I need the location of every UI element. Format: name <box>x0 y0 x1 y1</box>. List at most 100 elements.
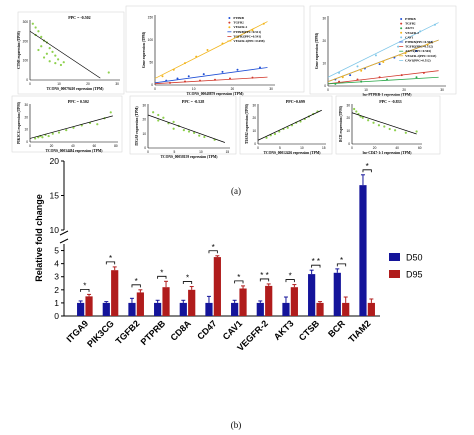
data-point <box>37 48 40 52</box>
data-point <box>182 129 185 132</box>
data-point <box>157 119 160 122</box>
category-label: TIAM2 <box>346 318 372 344</box>
regression-line <box>351 112 417 135</box>
legend-label: D95 <box>406 270 423 280</box>
y-tick-label: 20 <box>346 116 350 120</box>
significance-bracket <box>182 281 193 285</box>
figure-label-b: (b) <box>231 420 242 430</box>
data-point <box>372 121 375 124</box>
y-axis-label: Gene expression (TPM) <box>142 31 146 68</box>
y-tick-label: 20 <box>142 118 146 122</box>
series-fit-line <box>327 70 439 85</box>
series-point <box>349 74 352 77</box>
data-point <box>54 62 57 65</box>
legend-entry: TGFB2(PPC=0.541) <box>233 34 261 38</box>
bar-d95 <box>213 257 221 316</box>
data-point <box>361 116 364 119</box>
legend-swatch-d95 <box>389 270 400 278</box>
x-tick-label: 0 <box>29 82 31 86</box>
legend-entry: CAV1 <box>405 35 413 39</box>
data-point <box>187 130 191 133</box>
y-axis-label: BCR expression (TPM) <box>339 105 343 142</box>
x-tick-label: 80 <box>114 144 118 148</box>
legend-marker <box>400 22 403 25</box>
data-point <box>54 54 57 57</box>
series-point <box>161 75 164 78</box>
significance-bracket <box>259 278 270 282</box>
axis-break-mark <box>59 230 69 236</box>
x-tick-label: 0 <box>327 88 329 92</box>
y-tick-label: 10 <box>346 129 350 133</box>
series-point <box>259 66 261 69</box>
scatter-panel-a4: 0 20 40 60 80 0 10 20 30 TCONS_00034484 expressio… <box>11 95 123 153</box>
series-point <box>374 54 377 57</box>
x-axis-label: TCONS_00048879 expression (TPM) <box>187 92 245 96</box>
bar-d95 <box>162 287 170 316</box>
data-point <box>172 127 175 130</box>
y-tick-label: 20 <box>252 116 256 120</box>
bar-d50 <box>77 302 85 316</box>
y-tick-label: 10 <box>322 61 326 65</box>
legend-entry: PTPRB(PPC=0.511) <box>233 30 261 34</box>
x-tick-label: 20 <box>50 144 54 148</box>
category-label: TGFB2 <box>114 318 142 346</box>
data-point <box>37 136 40 139</box>
category-label: CD8A <box>169 318 194 343</box>
series-point <box>236 68 239 71</box>
data-point <box>415 130 418 133</box>
y-tick-label: 200 <box>23 39 29 43</box>
legend-marker <box>228 21 231 24</box>
legend-entry: TGFB2 <box>233 21 244 25</box>
bar-d50 <box>128 302 136 316</box>
significance-marker: * <box>366 162 369 171</box>
data-point <box>278 130 281 133</box>
y-tick-label: 10 <box>50 225 60 235</box>
legend-entry: VEGFR-2 <box>405 31 419 35</box>
series-fit-line <box>154 21 268 79</box>
scatter-panel-a6: 0 5 10 15 0 10 20 30 TCONS_00012426 expression (… <box>239 95 333 155</box>
panel-frame <box>239 95 333 155</box>
bar-d50 <box>154 302 162 316</box>
y-tick-label: 50 <box>149 60 153 64</box>
legend-entry: TGFB2(PPC=0.512) <box>405 45 433 49</box>
significance-bracket <box>311 264 321 268</box>
y-tick-label: 4 <box>54 259 59 269</box>
bar-d50 <box>308 274 316 316</box>
x-tick-label: 0 <box>257 146 259 150</box>
x-tick-label: 20 <box>402 88 406 92</box>
data-point <box>57 58 60 61</box>
category-label: PTPRB <box>139 318 168 347</box>
significance-bracket <box>362 169 372 173</box>
bar-d95 <box>85 296 93 316</box>
series-fit-line <box>154 76 268 85</box>
bar-d50 <box>359 185 367 316</box>
axis-break-mark <box>59 238 69 244</box>
bar-y-axis-label: Relative fold change <box>34 194 44 282</box>
x-tick-label: 10 <box>199 150 203 154</box>
y-tick-label: 30 <box>24 103 28 107</box>
series-point <box>221 70 224 73</box>
x-axis-label: TCONS_00034484 expression (TPM) <box>46 149 104 153</box>
y-tick-label: 30 <box>142 103 146 107</box>
bar-d95 <box>342 302 350 316</box>
data-point <box>353 107 356 111</box>
panel-frame <box>125 5 305 93</box>
significance-marker: * <box>160 268 163 277</box>
category-label: AKT3 <box>272 318 296 342</box>
bar-d95 <box>111 270 119 316</box>
series-point <box>360 69 363 72</box>
series-point <box>415 76 418 79</box>
scatter-panel-a2: 0 10 20 30 0 50 100 150 TCONS_00048879 expressio… <box>125 5 305 96</box>
x-axis-label: TCONS_00079410 expression (TPM) <box>47 87 105 91</box>
y-tick-label: 10 <box>142 132 146 136</box>
series-point <box>356 65 359 68</box>
data-point <box>41 136 44 139</box>
ppc-annotation: PPC=0.699 <box>286 99 305 104</box>
data-point <box>388 127 391 131</box>
legend-entry: VEGFR-2(PPC=0.698) <box>233 39 264 43</box>
y-tick-label: 0 <box>144 146 146 150</box>
legend-entry: VEGFR-2 <box>233 25 247 29</box>
bar-d95 <box>265 285 273 316</box>
